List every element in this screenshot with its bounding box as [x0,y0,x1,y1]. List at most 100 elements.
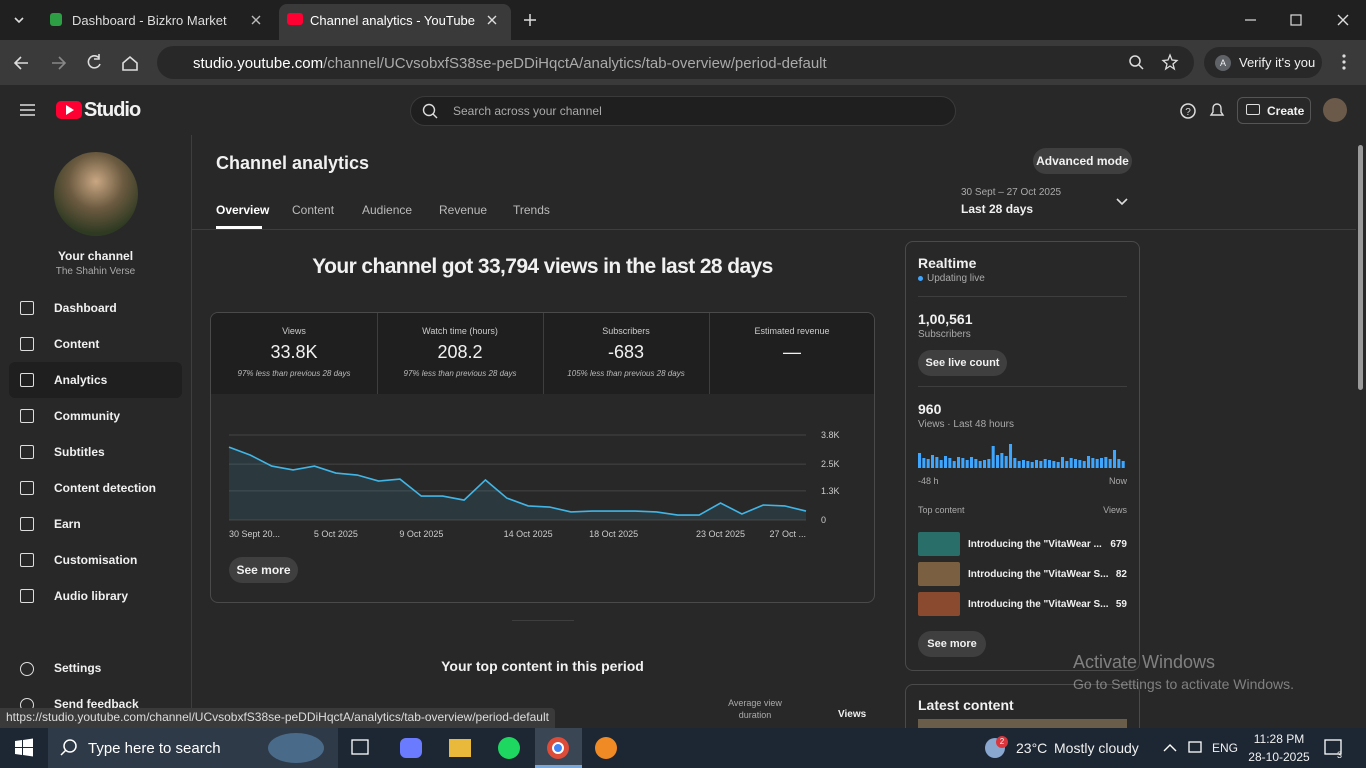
svg-text:?: ? [1185,107,1191,118]
bar [1035,460,1039,468]
nav-item[interactable]: Content detection [54,481,156,495]
verify-text[interactable]: Verify it's you [1239,55,1316,70]
item-thumbnail[interactable] [918,562,960,586]
nav-icon [20,662,34,676]
item-views: 679 [1110,539,1127,550]
nav-item[interactable]: Audio library [54,589,129,603]
realtime-chart [918,444,1125,468]
analytics-tab[interactable]: Revenue [439,203,488,217]
see-more-button[interactable]: See more [918,631,986,657]
create-button[interactable] [1237,97,1311,124]
nav-item[interactable]: Send feedback [54,697,139,711]
bar [1121,461,1125,468]
headline: Your channel got 33,794 views in the las… [312,255,773,278]
nav-item[interactable]: Settings [54,661,102,675]
tab-title[interactable]: Channel analytics - YouTube Stu [310,13,478,28]
active-tab[interactable] [279,4,511,40]
bar [974,459,978,468]
bar [1026,461,1030,468]
nav-item[interactable]: Subtitles [54,445,105,459]
item-title[interactable]: Introducing the "VitaWear S... [968,569,1109,580]
analytics-tab[interactable]: Audience [362,203,413,217]
nav-item[interactable]: Earn [54,517,81,531]
nav-item[interactable]: Dashboard [54,301,117,315]
bar [939,460,943,468]
views-column-label: Views [1103,505,1127,515]
nav-icon [20,589,34,603]
search-placeholder: Search across your channel [453,104,602,118]
notification-count[interactable]: 3 [1337,750,1343,760]
bar [1074,459,1078,468]
date-range[interactable]: 30 Sept – 27 Oct 2025 [961,187,1062,198]
latest-thumbnail[interactable] [918,719,1127,729]
nav-icon [20,517,34,531]
analytics-tab[interactable]: Overview [216,203,270,217]
temperature[interactable]: 23°C [1016,740,1048,756]
nav-item[interactable]: Content [54,337,100,351]
section-divider [512,620,574,621]
x-tick-label: 18 Oct 2025 [589,529,638,539]
metric-label: Views [282,326,306,336]
realtime-status: Updating live [927,273,985,284]
bar [965,460,969,468]
tabs-divider [192,229,1356,230]
weather[interactable]: Mostly cloudy [1054,740,1139,756]
tab-favicon [287,13,303,25]
nav-item[interactable]: Community [54,409,120,423]
scrollbar-thumb[interactable] [1358,145,1363,390]
clock-date[interactable]: 28-10-2025 [1248,750,1310,764]
create-text[interactable]: Create [1267,104,1305,118]
weather-badge: 2 [996,736,1008,748]
latest-content-title: Latest content [918,697,1014,713]
y-tick-label: 0 [821,515,826,525]
url[interactable]: studio.youtube.com/channel/UCvsobxfS38se… [193,55,827,72]
item-thumbnail[interactable] [918,532,960,556]
omnibox[interactable] [157,46,1194,79]
taskbar-search[interactable]: Type here to search [88,740,221,757]
bar [1004,456,1008,468]
advanced-mode-button[interactable]: Advanced mode [1033,148,1132,174]
bar [1108,459,1112,468]
header-icons: ? [20,98,1347,122]
see-more-button[interactable]: See more [229,557,298,583]
studio-logo[interactable]: Studio [84,99,141,121]
bar [1061,457,1065,468]
nav-item[interactable]: Customisation [54,553,138,567]
analytics-tab[interactable]: Content [292,203,335,217]
bar [935,457,939,468]
bar [926,459,930,468]
sidebar-divider [191,135,192,725]
see-live-count-button[interactable]: See live count [918,350,1007,376]
live-dot [918,276,923,281]
item-thumbnail[interactable] [918,592,960,616]
channel-avatar[interactable] [54,152,138,236]
item-title[interactable]: Introducing the "VitaWear ... [968,539,1102,550]
column-header: Average view duration [728,698,782,720]
clock-time[interactable]: 11:28 PM [1253,732,1305,746]
metric-label: Estimated revenue [754,326,830,336]
bar [996,455,1000,468]
tab-title[interactable]: Dashboard - Bizkro Market [72,13,227,28]
bar [1030,462,1034,468]
search-box[interactable] [410,96,956,126]
language[interactable]: ENG [1212,741,1239,755]
bar [1100,458,1104,468]
y-tick-label: 3.8K [821,430,840,440]
toolbar-icons [13,53,1346,71]
metric-label: Subscribers [602,326,650,336]
x-tick-label: 23 Oct 2025 [696,529,745,539]
activation-title: Activate Windows [1073,652,1216,672]
period[interactable]: Last 28 days [961,202,1034,216]
tab-favicon [50,13,62,26]
analytics-tab[interactable]: Trends [513,203,550,217]
nav-item[interactable]: Analytics [54,373,108,387]
item-title[interactable]: Introducing the "VitaWear S... [968,599,1109,610]
bar [1009,444,1013,468]
period-dropdown[interactable] [1114,195,1130,209]
bar [1013,458,1017,468]
bar [1022,460,1026,468]
bar [1091,458,1095,468]
create-icon [1246,104,1260,115]
nav-active-bg [9,362,182,398]
